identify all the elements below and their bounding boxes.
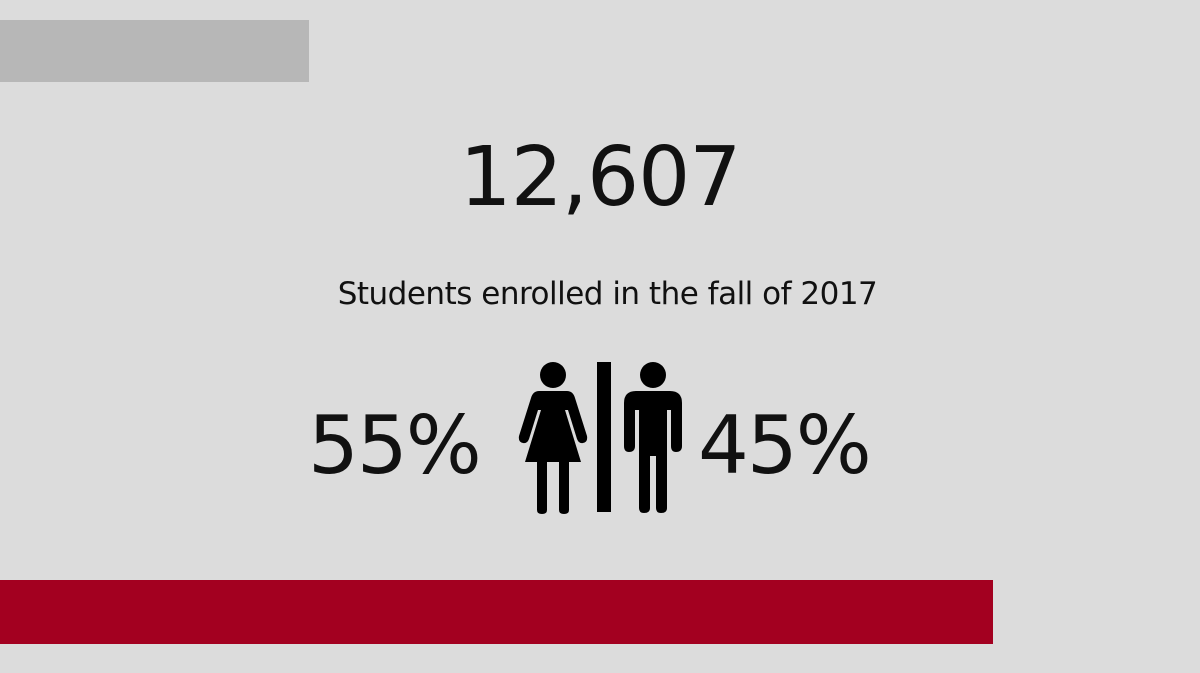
- top-accent-bar: [0, 20, 309, 82]
- bottom-accent-bar: [0, 580, 993, 644]
- male-percentage: 45%: [698, 399, 872, 492]
- female-percentage: 55%: [308, 399, 482, 492]
- total-enrolled-number: 12,607: [459, 130, 742, 225]
- enrollment-subtitle: Students enrolled in the fall of 2017: [337, 276, 878, 312]
- divider-bar: [597, 362, 611, 512]
- restroom-figures: [518, 362, 682, 514]
- man-restroom-icon: [624, 362, 682, 513]
- woman-restroom-icon: [518, 362, 588, 514]
